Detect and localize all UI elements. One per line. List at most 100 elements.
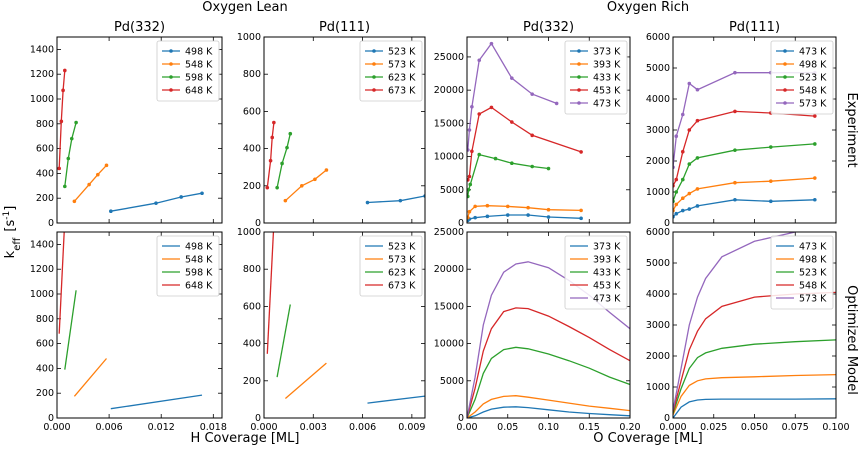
legend-label: 473 K — [593, 294, 621, 305]
legend-label: 453 K — [593, 86, 621, 97]
data-point — [59, 119, 64, 124]
data-point — [579, 208, 583, 213]
series-line-673k — [266, 122, 275, 188]
x-tick-label: 0.012 — [148, 422, 175, 433]
legend-label: 648 K — [185, 86, 213, 97]
data-point — [733, 70, 737, 75]
axes-frame — [672, 36, 837, 224]
y-tick-label: 0 — [458, 413, 464, 424]
x-tick-label: 0.050 — [741, 422, 768, 433]
data-point — [546, 207, 551, 212]
x-tick-label: 0.000 — [43, 422, 70, 433]
legend-marker — [372, 88, 376, 92]
data-point — [467, 187, 471, 192]
axes-frame — [672, 231, 837, 419]
data-point — [470, 104, 474, 109]
panel-lean-pd332-exp: Pd(332) 0 200 400 600 800 1000 1200 1400 498 K 548… — [30, 20, 223, 229]
y-tick-label: 0 — [255, 218, 261, 229]
y-tick-label: 600 — [243, 301, 261, 312]
series-line-548k — [673, 291, 836, 412]
data-point — [66, 156, 71, 161]
legend-label: 573 K — [388, 60, 416, 71]
data-point — [680, 196, 685, 200]
data-point — [473, 215, 477, 220]
data-point — [485, 203, 490, 208]
y-tick-label: 800 — [36, 314, 54, 325]
y-tick-label: 1000 — [237, 227, 261, 238]
data-point — [526, 205, 530, 210]
legend: 373 K 393 K 433 K 453 K 473 K — [564, 235, 628, 310]
series-line-573k — [284, 362, 327, 399]
y-tick-label: 0 — [664, 413, 670, 424]
data-point — [467, 178, 470, 182]
y-tick-label: 1200 — [30, 264, 54, 275]
panel-grid: Pd(332) 0 200 400 600 800 1000 1200 1400 498 K 548… — [30, 20, 850, 433]
legend-label: 548 K — [799, 86, 827, 97]
legend-marker — [783, 88, 787, 92]
data-point — [674, 190, 679, 194]
series-line-573k — [673, 232, 800, 411]
data-point — [530, 133, 534, 138]
axes-frame — [466, 36, 631, 224]
x-tick-label: 0.003 — [300, 422, 327, 433]
data-point — [733, 197, 737, 202]
series-line-473k — [673, 398, 836, 418]
series-line-623k — [276, 304, 291, 378]
x-tick-label: 0.100 — [822, 422, 849, 433]
series-group — [58, 232, 203, 410]
panel-rich-pd111-model: 0 1000 2000 3000 4000 5000 6000 0.000 0.025 0.050… — [646, 227, 850, 433]
y-tick-label: 800 — [243, 264, 261, 275]
data-point — [687, 191, 692, 196]
panel-title: Pd(111) — [729, 20, 780, 35]
y-tick-label: 6000 — [646, 32, 670, 43]
data-point — [733, 109, 737, 114]
legend: 498 K 548 K 598 K 648 K — [156, 40, 220, 102]
data-point — [695, 156, 700, 160]
data-point — [674, 202, 679, 207]
series-group — [57, 68, 204, 214]
series-line-373k — [467, 214, 582, 221]
y-tick-label: 10000 — [434, 152, 464, 163]
data-point — [467, 194, 470, 199]
panel-lean-pd332-model: 0 200 400 600 800 1000 1200 1400 0.000 0.006 0.012… — [30, 231, 227, 433]
data-point — [285, 145, 289, 150]
data-point — [680, 177, 685, 182]
series-line-523k — [367, 195, 425, 204]
series-line-548k — [673, 110, 815, 187]
data-point — [324, 168, 329, 172]
legend-label: 473 K — [593, 99, 621, 110]
series-line-453k — [467, 307, 630, 418]
legend-box — [564, 40, 628, 115]
series-line-453k — [467, 106, 582, 181]
series-line-473k — [467, 42, 557, 150]
data-point — [695, 87, 700, 92]
data-point — [579, 216, 583, 221]
y-tick-label: 1000 — [30, 94, 54, 105]
legend-label: 433 K — [593, 73, 621, 84]
series-line-623k — [276, 133, 291, 188]
data-point — [96, 172, 100, 177]
series-line-598k — [64, 122, 77, 187]
axes-frame — [466, 231, 631, 419]
legend-marker — [372, 75, 376, 79]
x-tick-label: 0.00 — [456, 422, 477, 433]
data-point — [69, 136, 74, 141]
group-title-oxygen-lean: Oxygen Lean — [202, 0, 287, 15]
data-point — [687, 162, 692, 166]
data-point — [467, 174, 472, 179]
y-tick-label: 3000 — [646, 320, 670, 331]
legend-label: 393 K — [593, 255, 621, 266]
row-label-optimized-model: Optimized Model — [844, 285, 859, 395]
data-point — [365, 200, 370, 205]
data-point — [467, 209, 472, 214]
y-tick-label: 200 — [36, 388, 54, 399]
y-axis-label: keff [s-1] — [2, 206, 23, 259]
data-point — [510, 76, 514, 80]
data-point — [579, 150, 583, 154]
series-line-573k — [673, 72, 815, 168]
data-point — [695, 204, 700, 208]
data-point — [468, 182, 473, 187]
data-point — [467, 215, 470, 220]
series-line-548k — [73, 358, 107, 397]
